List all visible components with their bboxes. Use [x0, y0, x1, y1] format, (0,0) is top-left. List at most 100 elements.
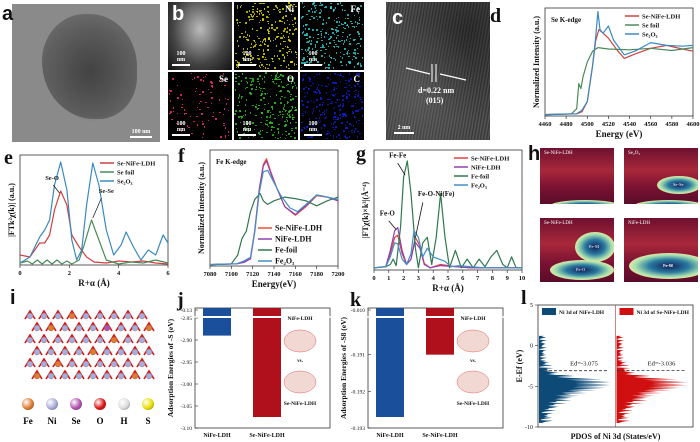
feature-label: Se-Se [673, 181, 684, 187]
o-bond [136, 357, 148, 368]
o-bond [24, 357, 36, 368]
o-bond [66, 333, 78, 344]
x-tick-label: NiFe-LDH [203, 433, 231, 439]
atom-ni [145, 372, 153, 380]
o-bond [31, 345, 43, 356]
atom-ni [82, 312, 90, 320]
annotation-label: Fe-O-Ni(Fe) [418, 190, 455, 198]
eds-map-o: O 100 nm [234, 72, 298, 140]
y-tick-label: -0.192 [351, 389, 365, 395]
panel-label: g [356, 143, 366, 165]
atom-swatch-icon [142, 398, 154, 410]
atom-fe [47, 324, 55, 332]
feature-label: Fe-O [663, 262, 673, 268]
inset-label: Se-NiFe-LDH [284, 401, 317, 407]
panel-label: i [10, 287, 16, 309]
d-band-center-label: Ed=-3.075 [570, 361, 598, 368]
legend-label: Fe₂O₃ [471, 183, 487, 190]
series-line-fe2o3 [209, 169, 339, 266]
atom-ni [47, 372, 55, 380]
o-bond [101, 321, 113, 332]
atom-ni [26, 312, 34, 320]
x-tick-label: 1 [387, 275, 390, 282]
o-bond [73, 321, 85, 332]
series-line-se2o3 [19, 161, 169, 264]
x-tick-label: 9 [506, 275, 510, 282]
chart-d: d 4460 4480 4500 4520 4540 4560 4580 4600 Energy … [490, 5, 700, 139]
scale-label: 100 nm [308, 121, 318, 133]
scale-label: 100 nm [242, 121, 252, 133]
annotation-arrow [397, 162, 406, 176]
wavelet-map: NiFe-LDH Fe-M Fe-O [624, 218, 698, 282]
o-bond [45, 369, 57, 380]
o-bond [115, 345, 127, 356]
wavelet-map-title: Se-NiFe-LDH [544, 151, 573, 156]
x-axis-label: R+α (Å) [78, 278, 109, 288]
panel-a: 100 nm a [0, 0, 160, 142]
o-bond [38, 357, 50, 368]
plot-frame [544, 7, 694, 117]
bar [376, 318, 404, 417]
atom-ni [124, 336, 132, 344]
atom-ni [131, 348, 139, 356]
inset-structure [283, 329, 317, 353]
legend-label: Fe₂O₃ [275, 257, 295, 266]
atom-swatch-icon [118, 398, 130, 410]
atom-ni [89, 324, 97, 332]
atom-ni [47, 348, 55, 356]
x-tick-label: 2 [68, 270, 71, 277]
atom-ni [33, 348, 41, 356]
x-tick-label: 4480 [560, 121, 573, 128]
legend-label: Fe-foil [471, 174, 489, 181]
atom-swatch-icon [94, 398, 106, 410]
o-bond [80, 333, 92, 344]
o-bond [66, 309, 78, 320]
x-tick-label: 7180 [310, 271, 323, 278]
legend-label: Se₂O₃ [642, 32, 658, 39]
eds-map-ni: Ni 100 nm [234, 2, 298, 70]
scale-bar-line [304, 134, 322, 136]
legend-label: Ni [47, 416, 57, 426]
inset-label: vs. [297, 359, 303, 364]
legend-swatch [542, 308, 556, 315]
o-bond [87, 369, 99, 380]
x-tick-label: 4540 [623, 121, 636, 128]
atom-ni [61, 372, 69, 380]
atom-ni [75, 348, 83, 356]
y-tick-label: -2.95 [181, 360, 193, 366]
legend-label: Se-NiFe-LDH [471, 156, 509, 163]
atom-ni [138, 336, 146, 344]
feature-label: Se-O [663, 203, 672, 204]
atom-ni [40, 360, 48, 368]
series-line-fe-foil [209, 192, 339, 266]
chart-k: k-0.010 -0.191 -0.192 -0.193 Adsorption Ener… [339, 289, 506, 439]
y-axis-label: E-Ef (eV) [515, 349, 524, 382]
atom-se [103, 324, 111, 332]
x-tick-label: 2 [402, 275, 405, 282]
o-bond [73, 369, 85, 380]
x-tick-label: Se-NiFe-LDH [249, 433, 285, 439]
atom-ni [26, 336, 34, 344]
atom-ni [26, 360, 34, 368]
o-bond [52, 333, 64, 344]
plane-label: (015) [426, 96, 444, 105]
x-tick-label: 7120 [246, 271, 259, 278]
panel-label: f [178, 145, 185, 167]
wavelet-map: Se-NiFe-LDH Se-O [540, 148, 614, 204]
annotation-arrow [388, 220, 397, 230]
atom-ni [96, 336, 104, 344]
atom-legend: Fe Ni Se O H S [18, 398, 158, 438]
o-bond [143, 369, 155, 380]
annotation-label: Se-Se [99, 188, 114, 195]
legend-label: S [145, 416, 151, 426]
y-axis-label: |FTk²χ(k)| (a.u.) [7, 183, 16, 237]
atom-ni [75, 372, 83, 380]
scale-label: 100 nm [176, 121, 186, 133]
atom-ni [68, 336, 76, 344]
y-tick-label: -0.010 [351, 308, 365, 314]
o-bond [136, 309, 148, 320]
panel-label: e [4, 147, 13, 169]
x-axis-label: PDOS of Ni 3d (States/eV) [571, 432, 661, 441]
o-bond [101, 369, 113, 380]
x-tick-label: 0 [372, 275, 375, 282]
